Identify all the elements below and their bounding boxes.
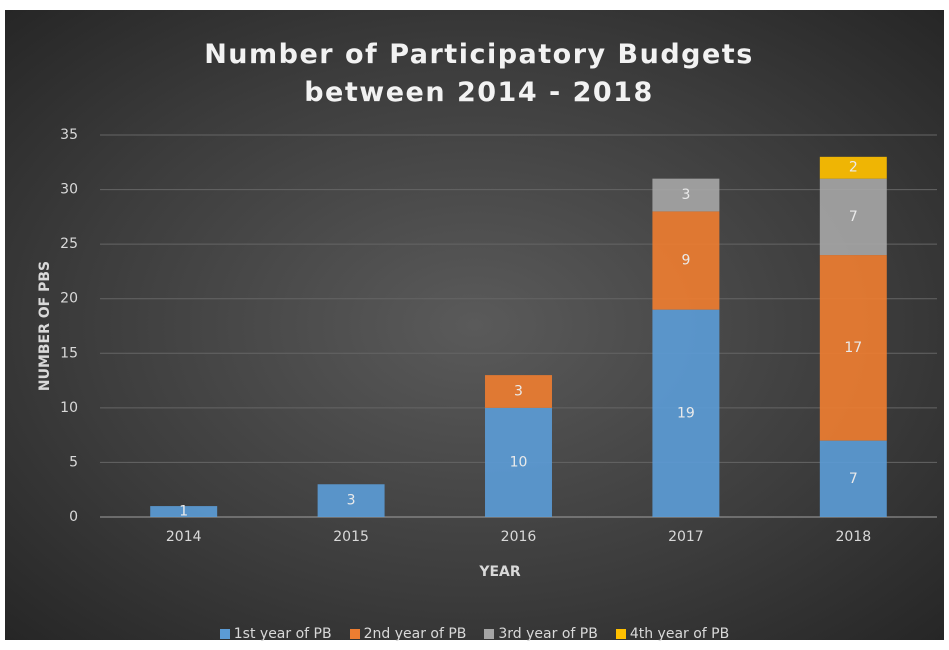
chart-frame: YEAR NUMBER OF PBS 0 5 10 15 20 25 30 35 2014 1 20… [5,10,944,642]
y-tick-label: 20 [60,291,78,307]
bar-segment [150,506,218,517]
bar-segment [485,375,552,408]
y-tick-label: 5 [69,454,78,470]
data-label: 7 [849,209,858,225]
legend-label: 1st year of PB [233,626,332,642]
data-label: 17 [844,340,862,356]
legend-swatch [615,629,626,639]
y-tick-label: 35 [60,127,78,143]
legend-item: 3rd year of PB [484,626,598,642]
bar-segment [652,178,720,212]
data-label: 19 [677,405,695,421]
legend-swatch [484,629,495,639]
data-label: 3 [514,383,523,399]
x-tick-label: 2015 [333,529,369,545]
legend: 1st year of PB 2nd year of PB 3rd year of … [5,626,944,642]
x-tick-label: 2014 [166,529,202,545]
bar-segment [652,309,720,517]
bar-segment [819,440,887,517]
y-tick-label: 0 [69,509,78,525]
data-label: 3 [347,493,356,509]
y-tick-label: 10 [60,400,78,416]
chart: YEAR NUMBER OF PBS 0 5 10 15 20 25 30 35 2014 1 20… [37,127,937,580]
data-label: 2 [849,160,858,176]
legend-item: 1st year of PB [219,626,332,642]
bar-segment [652,211,720,310]
x-axis-label: YEAR [478,564,521,580]
legend-label: 4th year of PB [629,626,730,642]
legend-label: 2nd year of PB [363,626,467,642]
legend-item: 2nd year of PB [349,626,467,642]
y-axis-label: NUMBER OF PBS [37,261,53,391]
x-tick-label: 2016 [501,529,537,545]
y-tick-label: 15 [60,345,78,361]
y-tick-label: 30 [60,182,78,198]
data-label: 3 [681,187,690,203]
bar-segment [317,484,385,517]
data-label: 7 [849,471,858,487]
x-tick-label: 2018 [835,529,871,545]
legend-item: 4th year of PB [615,626,730,642]
x-tick-label: 2017 [668,529,704,545]
y-tick-label: 25 [60,236,78,252]
data-label: 9 [681,253,690,269]
bar-segment [819,156,887,179]
bar-segment [819,255,887,441]
bar-segment [819,178,887,256]
bar-segment [485,407,552,517]
legend-swatch [349,629,360,639]
legend-swatch [219,629,230,639]
data-label: 10 [510,454,528,470]
legend-label: 3rd year of PB [498,626,598,642]
chart-title: Number of Participatory Budgets between … [204,39,754,108]
data-label: 1 [179,504,188,520]
